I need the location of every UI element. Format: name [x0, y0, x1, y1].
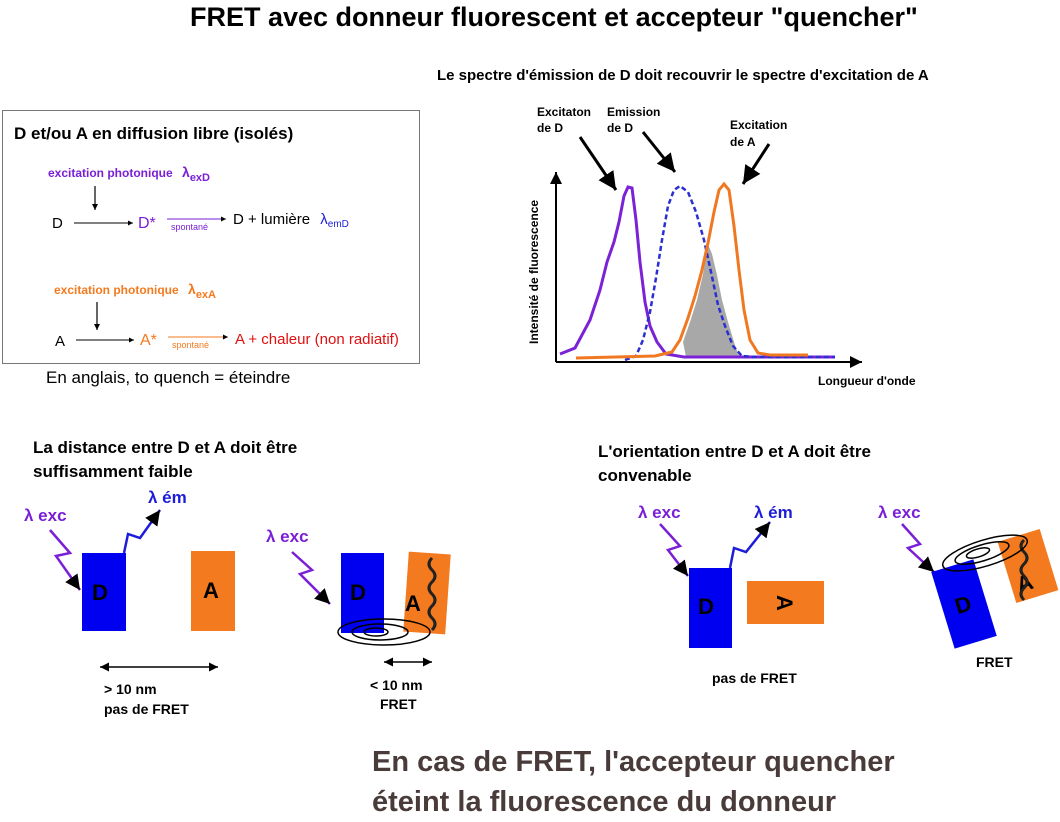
label-exc-a-1: Excitation: [730, 118, 787, 132]
spectrum-y-label: Intensité de fluorescence: [527, 200, 541, 344]
donor-excitation-label: excitation photonique: [48, 166, 173, 180]
label-em-d-2: de D: [607, 121, 633, 135]
orientation-title-line1: L'orientation entre D et A doit être: [598, 442, 871, 461]
orient-good-quench-wave: [1019, 538, 1029, 602]
far-acceptor-block: [191, 551, 235, 631]
spectrum-x-label: Longueur d'onde: [818, 374, 916, 388]
near-energy-swirl-1: [337, 618, 431, 646]
orient-bad-donor-label: D: [698, 594, 714, 619]
orient-bad-acceptor-label: A: [772, 595, 797, 611]
svg-text:D + lumière λemD: D + lumière λemD: [233, 211, 349, 230]
distance-far: λ exc D λ ém A > 10 nm pas de FRET: [24, 488, 235, 717]
isolated-box: [2, 110, 420, 364]
donor-excited: D*: [138, 215, 156, 232]
acceptor-excitation-label: excitation photonique: [54, 283, 179, 297]
label-exc-d-1: Excitaton: [537, 105, 591, 119]
near-quench-wave: [427, 556, 437, 632]
near-acceptor-block: [403, 551, 451, 635]
label-exc-d-2: de D: [537, 121, 563, 135]
orientation-title-line2: convenable: [598, 466, 692, 485]
donor-em-lambda: λ: [320, 211, 328, 228]
spectrum: Intensité de fluorescence Longueur d'ond…: [527, 105, 916, 388]
far-donor-label: D: [92, 580, 108, 605]
isolated-box-title: D et/ou A en diffusion libre (isolés): [14, 124, 294, 143]
conclusion-line1: En cas de FRET, l'accepteur quencher: [372, 746, 895, 778]
orient-bad-emission-zigzag: [728, 521, 771, 569]
far-fret-label: pas de FRET: [104, 701, 189, 717]
orient-good-swirl-3: [965, 547, 991, 559]
quench-note: En anglais, to quench = éteindre: [46, 368, 291, 387]
svg-text:excitation photonique λe: excitation photonique λexD: [48, 164, 210, 184]
distance-title-line2: suffisamment faible: [33, 462, 193, 481]
near-lambda-exc: λ exc: [266, 527, 309, 546]
orient-good-donor-block: [931, 559, 997, 649]
near-donor-label: D: [350, 580, 366, 605]
label-em-d-1: Emission: [607, 105, 660, 119]
curve-excitation-d: [559, 185, 835, 359]
donor-ground: D: [52, 215, 63, 232]
acceptor-excited: A*: [140, 332, 157, 349]
spectrum-title: Le spectre d'émission de D doit recouvri…: [437, 67, 929, 84]
orient-good-swirl-2: [954, 541, 1010, 565]
donor-lambda-sub: exD: [190, 172, 210, 184]
near-energy-swirl-2: [351, 623, 409, 641]
acceptor-lambda-symbol: λ: [188, 281, 196, 297]
spectrum-overlap-area: [683, 244, 744, 357]
near-acceptor-label: A: [405, 591, 421, 616]
donor-reaction: excitation photonique λexD D D* spontané…: [48, 164, 349, 232]
donor-lambda-symbol: λ: [182, 164, 190, 180]
page-title: FRET avec donneur fluorescent et accepte…: [190, 2, 918, 32]
arrow-em-d: [641, 131, 677, 173]
far-lambda-em: λ ém: [148, 488, 187, 507]
orient-good-excitation-zigzag: [901, 523, 935, 573]
donor-product: D + lumière: [233, 211, 310, 228]
acceptor-arrow-label: spontané: [172, 340, 209, 350]
acceptor-reaction: excitation photonique λexA A A* spontané…: [54, 281, 399, 350]
conclusion-line2: éteint la fluorescence du donneur: [372, 786, 837, 818]
far-acceptor-label: A: [203, 578, 219, 603]
near-distance-label: < 10 nm: [370, 677, 423, 693]
arrow-exc-a: [741, 143, 771, 185]
distance-title-line1: La distance entre D et A doit être: [33, 438, 298, 457]
orient-bad-caption: pas de FRET: [712, 670, 797, 686]
donor-em-sub: emD: [328, 219, 349, 230]
far-excitation-zigzag: [49, 529, 82, 591]
orient-bad-lambda-em: λ ém: [754, 503, 793, 522]
orient-bad-lambda-exc: λ exc: [638, 503, 681, 522]
orient-good-acceptor-block: [997, 528, 1059, 604]
near-fret-label: FRET: [380, 696, 417, 712]
orientation-bad: λ exc D λ ém A pas de FRET: [638, 503, 824, 686]
near-excitation-zigzag: [291, 551, 331, 605]
distance-near: λ exc D A < 10 nm FRET: [266, 527, 451, 712]
far-emission-zigzag: [122, 509, 162, 554]
far-lambda-exc: λ exc: [24, 506, 67, 525]
orient-good-acceptor-label: A: [1014, 569, 1037, 598]
far-donor-block: [82, 553, 126, 631]
orient-bad-acceptor-block: [747, 581, 824, 624]
orient-good-donor-label: D: [952, 591, 975, 620]
conclusion: En cas de FRET, l'accepteur quencher éte…: [372, 742, 895, 822]
orientation-good: λ exc D A FRET: [878, 503, 1059, 670]
orient-good-lambda-exc: λ exc: [878, 503, 921, 522]
acceptor-ground: A: [55, 333, 65, 350]
acceptor-product: A + chaleur (non radiatif): [235, 331, 399, 348]
acceptor-lambda-sub: exA: [196, 289, 216, 301]
arrow-exc-d: [578, 136, 618, 191]
donor-arrow-label: spontané: [171, 222, 208, 232]
near-energy-swirl-3: [363, 627, 389, 637]
orient-bad-donor-block: [689, 568, 732, 648]
curve-excitation-a: [575, 181, 808, 360]
svg-text:excitation photonique λe: excitation photonique λexA: [54, 281, 216, 301]
far-distance-label: > 10 nm: [104, 681, 157, 697]
curve-emission-d: [624, 184, 835, 362]
orient-bad-excitation-zigzag: [659, 523, 689, 577]
label-exc-a-2: de A: [730, 135, 756, 149]
orient-good-caption: FRET: [976, 654, 1013, 670]
orient-good-swirl-1: [942, 534, 1028, 572]
